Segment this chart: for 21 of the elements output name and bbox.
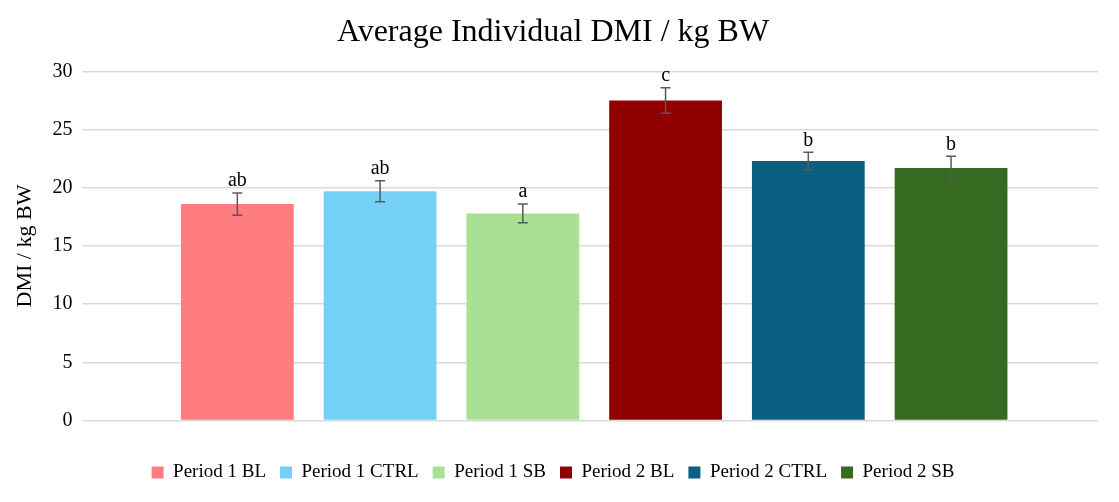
legend-label: Period 1 SB [454,460,547,482]
y-tick-label: 20 [52,175,73,198]
data-label: a [518,179,528,202]
data-label: c [661,62,671,85]
y-tick-label: 5 [62,349,73,372]
legend-label: Period 2 BL [581,460,675,482]
legend-label: Period 2 SB [862,460,955,482]
legend-label: Period 2 CTRL [709,460,828,482]
y-tick-label: 25 [52,116,73,139]
y-axis-title: DMI / kg BW [10,184,36,308]
legend-label: Period 1 CTRL [301,460,419,482]
data-label: ab [370,156,390,179]
chart-title: Average Individual DMI / kg BW [336,11,770,48]
data-label: b [946,131,957,154]
y-tick-label: 10 [52,291,73,314]
data-label: b [803,127,814,150]
y-tick-label: 30 [52,58,73,81]
legend-label: Period 1 BL [173,460,266,482]
y-tick-label: 15 [52,233,73,256]
data-label: ab [227,168,247,191]
y-tick-label: 0 [62,407,73,430]
